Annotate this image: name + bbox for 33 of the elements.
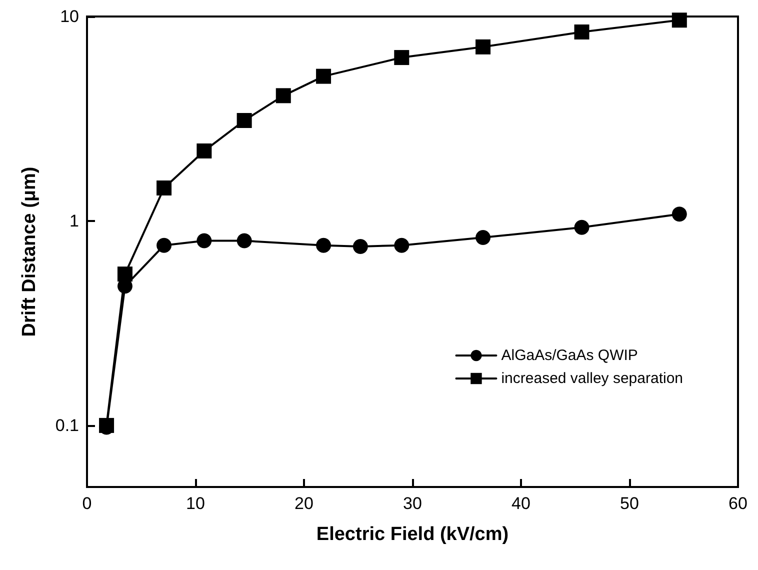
x-tick-label: 10 <box>186 494 205 513</box>
point <box>352 239 368 254</box>
point <box>236 233 252 248</box>
point <box>574 24 590 40</box>
x-tick-label: 30 <box>403 494 422 513</box>
y-tick-label: 0.1 <box>55 416 79 435</box>
x-tick-label: 60 <box>728 494 748 513</box>
x-tick-label: 50 <box>620 494 639 513</box>
point <box>476 39 491 54</box>
y-tick-label: 1 <box>70 211 79 230</box>
point <box>476 230 491 246</box>
point <box>316 238 332 253</box>
legend-label: increased valley separation <box>501 370 684 387</box>
point <box>316 68 332 84</box>
y-axis-title: Drift Distance (μm) <box>19 166 40 337</box>
point <box>156 238 172 253</box>
x-tick-label: 40 <box>512 494 530 513</box>
point <box>276 88 291 104</box>
point <box>117 266 132 282</box>
point <box>672 206 687 222</box>
point <box>394 238 410 253</box>
point <box>236 113 252 128</box>
point <box>394 50 410 66</box>
point <box>196 143 212 158</box>
x-tick-label: 20 <box>294 494 314 513</box>
point <box>672 12 687 28</box>
x-axis-title: Electric Field (kV/cm) <box>316 524 509 545</box>
y-tick-label: 10 <box>60 7 79 26</box>
point <box>156 180 172 196</box>
point <box>196 233 212 248</box>
x-tick-label: 0 <box>82 494 92 513</box>
legend-label: AlGaAs/GaAs QWIP <box>501 347 638 364</box>
point <box>574 220 590 235</box>
